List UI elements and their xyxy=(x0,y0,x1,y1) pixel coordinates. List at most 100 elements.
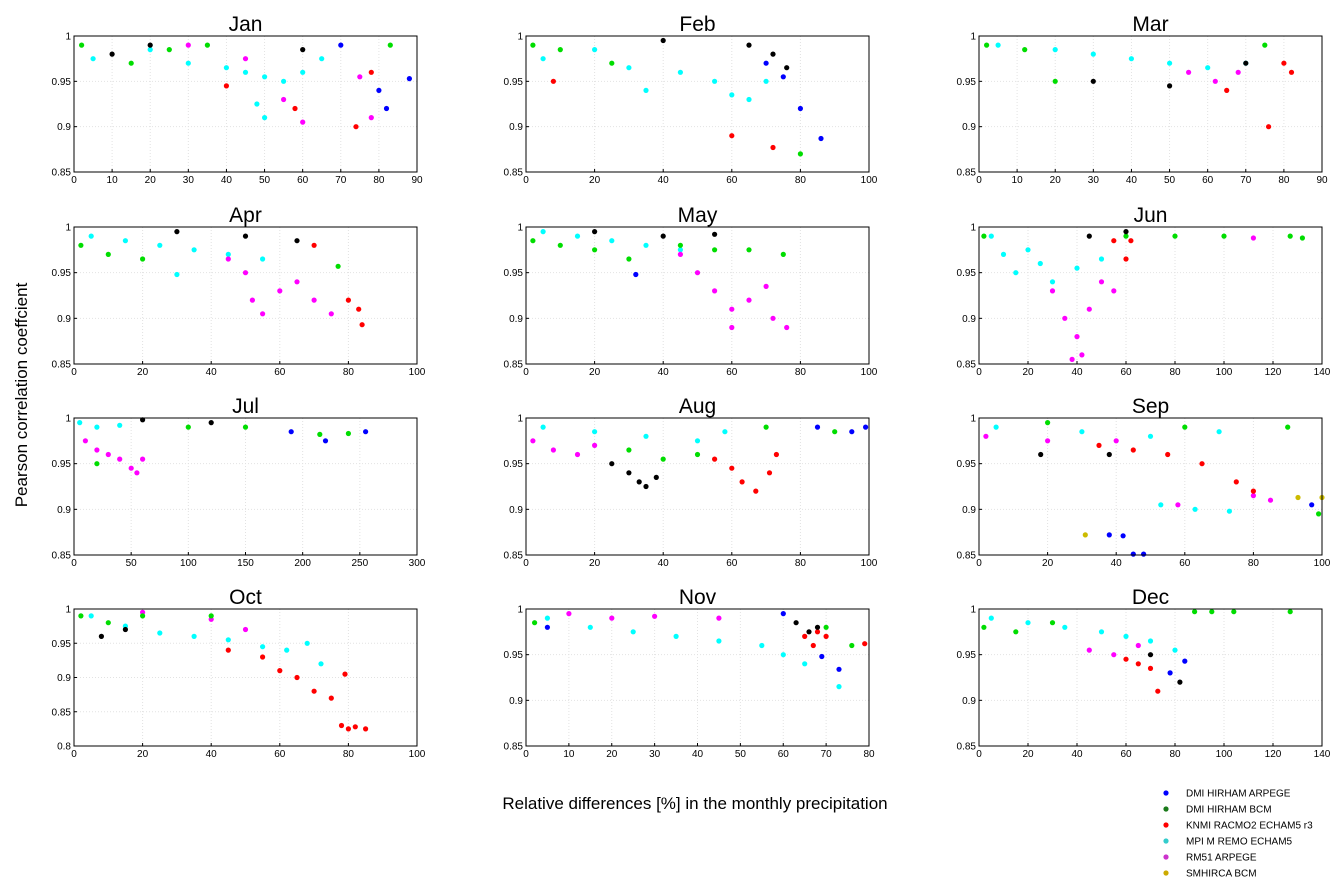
x-tick-label: 20 xyxy=(1042,558,1054,569)
series-mpi-m-remo-echam5 xyxy=(88,233,266,278)
data-point xyxy=(1013,270,1019,276)
data-point xyxy=(185,42,191,48)
data-point xyxy=(1038,451,1044,458)
data-point xyxy=(780,74,786,80)
series-dmi-hirham-bcm xyxy=(530,238,786,262)
data-point xyxy=(363,429,369,435)
x-tick-label: 0 xyxy=(523,367,529,378)
data-point xyxy=(626,256,632,262)
data-point xyxy=(260,644,266,650)
y-tick-label: 0.95 xyxy=(957,459,977,470)
data-point xyxy=(1199,461,1205,467)
data-point xyxy=(1128,238,1134,244)
data-point xyxy=(300,47,306,53)
x-tick-label: 70 xyxy=(821,749,833,760)
x-tick-label: 60 xyxy=(726,558,738,569)
x-tick-label: 40 xyxy=(1071,367,1083,378)
y-tick-label: 1 xyxy=(65,414,71,425)
data-point xyxy=(1192,506,1198,512)
data-point xyxy=(147,42,153,48)
x-tick-label: 300 xyxy=(409,558,426,569)
axes-box xyxy=(978,608,1323,747)
data-point xyxy=(338,42,344,48)
data-point xyxy=(592,247,598,253)
data-point xyxy=(277,668,283,674)
data-point xyxy=(1135,642,1141,649)
data-point xyxy=(983,433,989,439)
x-tick-label: 100 xyxy=(180,558,197,569)
data-point xyxy=(574,233,581,239)
legend-marker xyxy=(1163,822,1169,828)
data-point xyxy=(1062,315,1068,321)
x-tick-label: 0 xyxy=(523,749,529,760)
series-rm51-arpege xyxy=(1186,69,1241,84)
data-point xyxy=(784,324,790,331)
data-point xyxy=(1175,502,1181,508)
data-point xyxy=(544,624,551,630)
y-tick-label: 0.85 xyxy=(52,360,72,371)
panel-sep: 0 20 40 60 80 100 0.85 0.9 0.95 1 Sep xyxy=(957,395,1331,569)
data-point xyxy=(995,42,1001,48)
data-point xyxy=(630,629,636,635)
data-point xyxy=(1212,78,1218,84)
data-point xyxy=(1267,497,1274,503)
series-mpi-m-remo-echam5 xyxy=(993,424,1232,514)
data-point xyxy=(780,251,786,257)
series-dmi-hirham-bcm xyxy=(626,424,838,462)
data-point xyxy=(1123,633,1129,640)
series-dmi-hirham-arpege xyxy=(814,424,869,435)
data-point xyxy=(376,87,382,93)
data-point xyxy=(288,429,294,435)
y-tick-label: 0.85 xyxy=(52,707,72,718)
data-point xyxy=(260,256,266,262)
data-point xyxy=(530,238,536,244)
data-point xyxy=(626,65,632,71)
data-point xyxy=(318,661,324,667)
series-black xyxy=(98,626,128,640)
series-rm51-arpege xyxy=(82,438,146,476)
data-point xyxy=(739,479,745,485)
data-point xyxy=(94,461,100,467)
data-point xyxy=(729,465,735,471)
data-point xyxy=(1243,60,1249,66)
series-knmi-racmo2-echam5-r3 xyxy=(802,629,868,649)
data-point xyxy=(677,247,684,253)
series-dmi-hirham-arpege xyxy=(288,429,369,444)
data-point xyxy=(766,470,773,476)
data-point xyxy=(174,229,180,235)
x-tick-label: 120 xyxy=(1265,367,1282,378)
data-point xyxy=(1098,629,1105,635)
x-tick-label: 10 xyxy=(563,749,575,760)
data-point xyxy=(1120,533,1126,539)
data-point xyxy=(1287,233,1293,239)
x-tick-label: 60 xyxy=(726,367,738,378)
x-tick-label: 80 xyxy=(343,749,355,760)
data-point xyxy=(1079,429,1085,435)
data-point xyxy=(134,470,140,476)
data-point xyxy=(1086,306,1092,312)
data-point xyxy=(281,96,287,103)
series-rm51-arpege xyxy=(530,438,598,458)
x-tick-label: 0 xyxy=(523,175,529,186)
data-point xyxy=(1037,260,1043,267)
x-tick-label: 0 xyxy=(71,749,77,760)
legend: DMI HIRHAM ARPEGE DMI HIRHAM BCM KNMI RACM… xyxy=(1163,789,1313,879)
panel-title: Nov xyxy=(679,586,717,609)
data-point xyxy=(1074,334,1080,340)
data-point xyxy=(294,674,300,681)
data-point xyxy=(1086,647,1092,653)
data-point xyxy=(1205,65,1211,71)
data-point xyxy=(746,247,752,253)
data-point xyxy=(1013,629,1019,635)
data-point xyxy=(636,479,642,485)
series-mpi-m-remo-echam5 xyxy=(540,424,728,444)
data-point xyxy=(784,65,790,71)
x-tick-label: 80 xyxy=(373,175,385,186)
data-point xyxy=(609,615,615,621)
data-point xyxy=(712,456,718,462)
panel-jan: 0 10 20 30 40 50 60 70 80 90 0.85 0.9 0.95 1 Jan xyxy=(52,13,423,186)
data-point xyxy=(1281,60,1287,66)
y-tick-label: 0.85 xyxy=(504,168,524,179)
data-point xyxy=(140,613,146,619)
x-tick-label: 60 xyxy=(778,749,790,760)
